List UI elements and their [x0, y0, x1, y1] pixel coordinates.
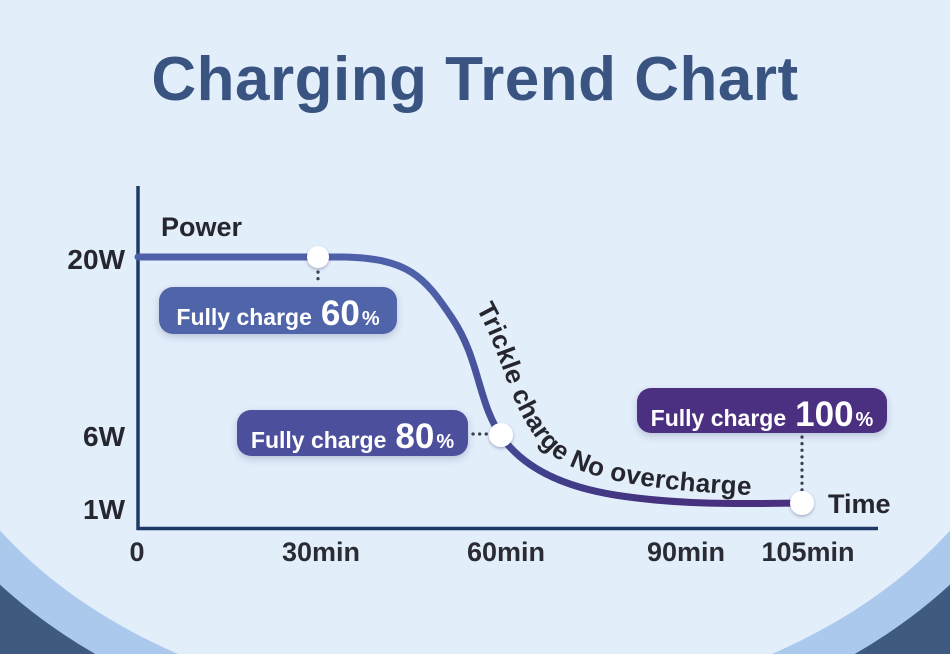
badge-60-unit: % — [361, 308, 380, 330]
data-point-marker-100 — [790, 491, 814, 515]
background-top-sheet — [0, 0, 950, 340]
x-tick-60min: 60min — [466, 537, 546, 567]
badge-100-unit: % — [855, 409, 874, 431]
y-axis-title: Power — [161, 212, 243, 242]
badge-80-label: Fully charge — [250, 427, 387, 453]
y-tick-6w: 6W — [83, 421, 125, 452]
x-axis-title: Time — [828, 489, 891, 519]
badge-100-label: Fully charge — [650, 405, 787, 431]
x-tick-0: 0 — [129, 537, 145, 567]
data-point-marker-80 — [489, 423, 513, 447]
y-tick-1w: 1W — [83, 494, 125, 525]
y-tick-20w: 20W — [67, 244, 125, 275]
annotation-badge-60: Fully charge 60 % — [159, 287, 397, 334]
x-tick-30min: 30min — [281, 537, 361, 567]
data-point-marker-60 — [307, 246, 329, 268]
badge-60-value: 60 — [320, 294, 360, 333]
page-title: Charging Trend Chart — [151, 45, 799, 114]
badge-80-value: 80 — [395, 417, 435, 456]
annotation-badge-80: Fully charge 80 % — [237, 410, 468, 456]
badge-100-value: 100 — [795, 395, 854, 434]
badge-80-unit: % — [436, 431, 455, 453]
badge-60-label: Fully charge — [176, 304, 312, 330]
x-tick-90min: 90min — [646, 537, 726, 567]
x-tick-105min: 105min — [761, 537, 855, 567]
annotation-badge-100: Fully charge 100 % — [637, 388, 887, 433]
